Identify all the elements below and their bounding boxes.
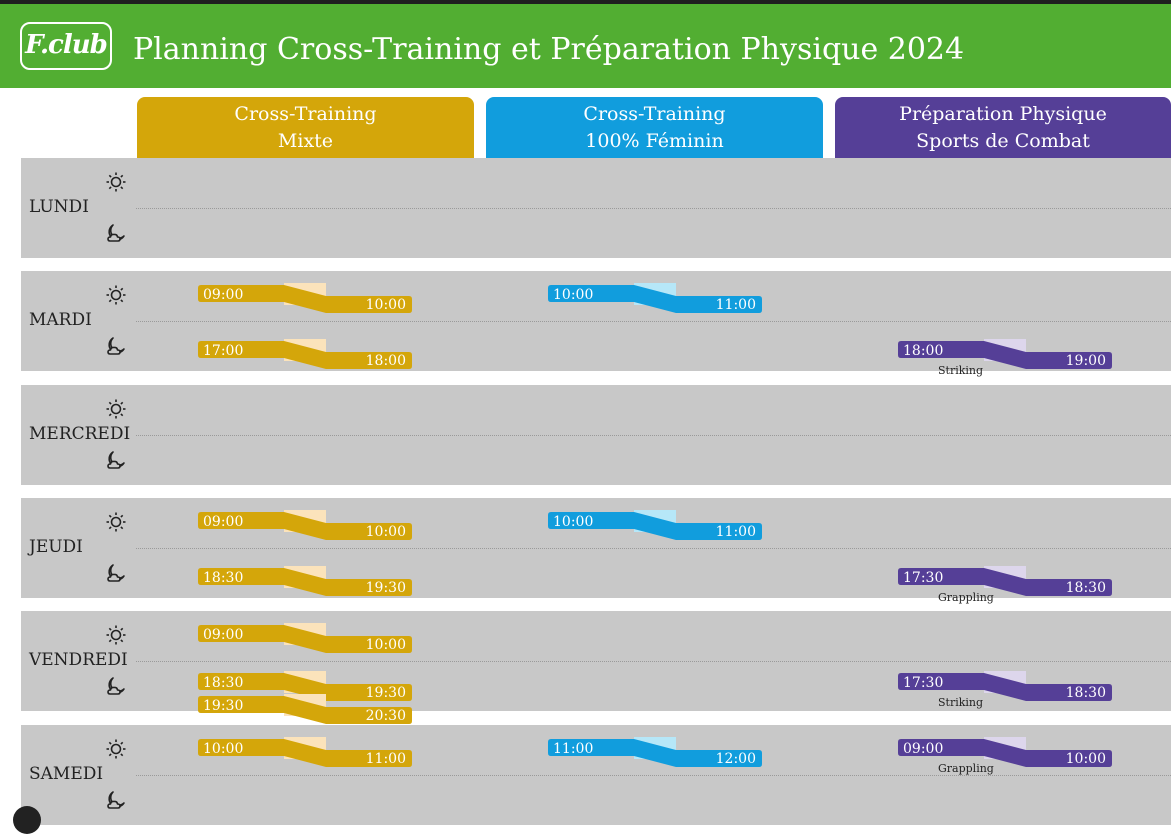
- period-divider: [136, 661, 1171, 662]
- sun-icon: [105, 171, 127, 193]
- session-start-time: 09:00: [203, 287, 244, 303]
- session-start-time: 17:30: [903, 675, 944, 691]
- session-start-time: 17:30: [903, 570, 944, 586]
- column-header-line2: Mixte: [277, 129, 334, 152]
- session-end-time: 18:30: [1065, 685, 1106, 701]
- day-name: MERCREDI: [29, 424, 131, 444]
- sun-icon: [105, 284, 127, 306]
- sun-icon: [105, 738, 127, 760]
- day-name: LUNDI: [29, 197, 89, 217]
- day-row-samedi: SAMEDI 10:00 11:00 11:00 12:00 09:00 10:00 Grap…: [21, 725, 1171, 825]
- session-start-time: 10:00: [203, 741, 244, 757]
- session-block: 10:00 11:00: [548, 510, 762, 542]
- day-name: VENDREDI: [29, 650, 128, 670]
- sun-icon: [105, 624, 127, 646]
- session-start-time: 18:30: [203, 675, 244, 691]
- session-block: 09:00 10:00: [198, 623, 412, 655]
- session-block: 17:00 18:00: [198, 339, 412, 371]
- session-start-time: 10:00: [553, 287, 594, 303]
- session-end-time: 19:30: [365, 580, 406, 596]
- session-end-time: 12:00: [715, 751, 756, 767]
- session-start-time: 19:30: [203, 698, 244, 714]
- period-divider: [136, 435, 1171, 436]
- period-divider: [136, 208, 1171, 209]
- day-name: JEUDI: [29, 537, 83, 557]
- session-discipline-label: Striking: [938, 696, 984, 709]
- moon-cloud-icon: [105, 222, 127, 244]
- session-end-time: 10:00: [365, 297, 406, 313]
- session-end-time: 11:00: [365, 751, 406, 767]
- session-block: 11:00 12:00: [548, 737, 762, 769]
- column-header-line2: 100% Féminin: [585, 129, 724, 152]
- period-divider: [136, 775, 1171, 776]
- session-end-time: 10:00: [365, 524, 406, 540]
- column-header-1: Cross-Training Mixte: [137, 97, 474, 158]
- day-row-mardi: MARDI 09:00 10:00 10:00 11:00 17:00 18:00 18:00…: [21, 271, 1171, 377]
- session-discipline-label: Striking: [938, 364, 984, 377]
- fclub-logo: F.club: [20, 22, 112, 70]
- session-start-time: 09:00: [203, 514, 244, 530]
- session-end-time: 20:30: [365, 708, 406, 724]
- session-block: 09:00 10:00 Grappling: [898, 737, 1112, 775]
- session-start-time: 18:00: [903, 343, 944, 359]
- day-name: SAMEDI: [29, 764, 104, 784]
- session-block: 17:30 18:30 Striking: [898, 671, 1112, 709]
- session-block: 17:30 18:30 Grappling: [898, 566, 1112, 604]
- day-name: MARDI: [29, 310, 92, 330]
- session-end-time: 10:00: [1065, 751, 1106, 767]
- column-header-line2: Sports de Combat: [916, 129, 1090, 152]
- column-header-line1: Cross-Training: [234, 102, 377, 125]
- sun-icon: [105, 511, 127, 533]
- session-end-time: 18:00: [365, 353, 406, 369]
- session-discipline-label: Grappling: [938, 762, 994, 775]
- session-block: 10:00 11:00: [548, 283, 762, 315]
- header-bar: F.club Planning Cross-Training et Prépar…: [0, 0, 1171, 88]
- day-row-lundi: LUNDI: [21, 158, 1171, 258]
- period-divider: [136, 548, 1171, 549]
- moon-cloud-icon: [105, 335, 127, 357]
- moon-cloud-icon: [105, 675, 127, 697]
- session-end-time: 11:00: [715, 297, 756, 313]
- page-title: Planning Cross-Training et Préparation P…: [133, 32, 965, 67]
- session-start-time: 09:00: [203, 627, 244, 643]
- moon-cloud-icon: [105, 449, 127, 471]
- session-block: 09:00 10:00: [198, 510, 412, 542]
- session-block: 18:30 19:30: [198, 671, 412, 703]
- period-divider: [136, 321, 1171, 322]
- session-start-time: 18:30: [203, 570, 244, 586]
- session-end-time: 19:00: [1065, 353, 1106, 369]
- session-start-time: 09:00: [903, 741, 944, 757]
- column-header-line1: Préparation Physique: [899, 102, 1107, 125]
- session-start-time: 10:00: [553, 514, 594, 530]
- session-block: 18:00 19:00 Striking: [898, 339, 1112, 377]
- session-end-time: 11:00: [715, 524, 756, 540]
- session-block: 09:00 10:00: [198, 283, 412, 315]
- session-discipline-label: Grappling: [938, 591, 994, 604]
- session-start-time: 11:00: [553, 741, 594, 757]
- moon-cloud-icon: [105, 562, 127, 584]
- session-start-time: 17:00: [203, 343, 244, 359]
- session-block: 19:30 20:30: [198, 694, 412, 726]
- session-end-time: 19:30: [365, 685, 406, 701]
- day-row-vendredi: VENDREDI 09:00 10:00 18:30 19:30 19:30 20:30 17…: [21, 611, 1171, 724]
- sun-icon: [105, 398, 127, 420]
- day-row-jeudi: JEUDI 09:00 10:00 10:00 11:00 18:30 19:30 17:30…: [21, 498, 1171, 604]
- column-header-3: Préparation Physique Sports de Combat: [835, 97, 1171, 158]
- avatar-icon[interactable]: [13, 806, 41, 834]
- session-block: 10:00 11:00: [198, 737, 412, 769]
- session-end-time: 10:00: [365, 637, 406, 653]
- column-header-line1: Cross-Training: [583, 102, 726, 125]
- moon-cloud-icon: [105, 789, 127, 811]
- column-header-2: Cross-Training 100% Féminin: [486, 97, 823, 158]
- day-row-mercredi: MERCREDI: [21, 385, 1171, 485]
- session-end-time: 18:30: [1065, 580, 1106, 596]
- session-block: 18:30 19:30: [198, 566, 412, 598]
